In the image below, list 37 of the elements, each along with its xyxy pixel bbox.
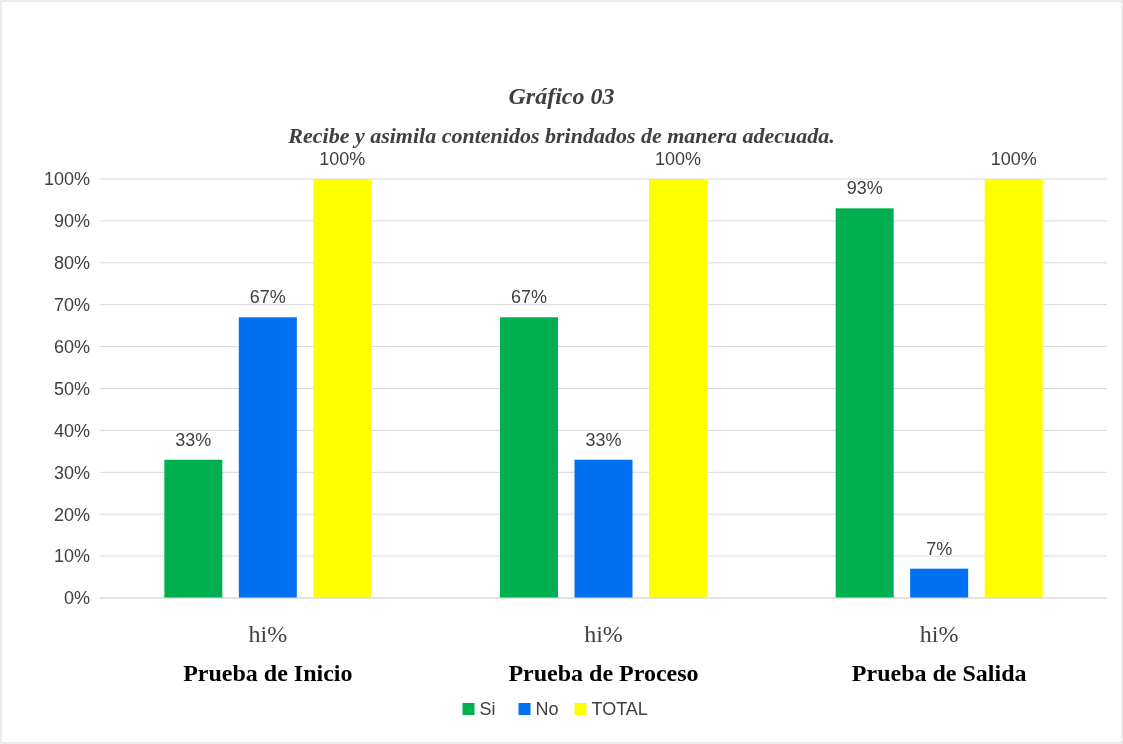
y-tick-label: 70%	[53, 295, 90, 315]
chart-title: Gráfico 03	[508, 83, 615, 109]
x-tick-label: hi% Prueba de Inicio	[183, 621, 353, 686]
text: 33%	[585, 429, 622, 450]
bar	[984, 179, 1043, 598]
y-tick-label: 0%	[63, 588, 90, 609]
y-tick-label: 50%	[53, 378, 90, 399]
y-tick-label: 100%	[43, 169, 90, 190]
text: 100%	[990, 149, 1037, 169]
text: 33%	[175, 429, 212, 450]
bar	[500, 317, 558, 598]
bar	[574, 459, 633, 598]
text: 100%	[319, 149, 366, 169]
y-tick-label: 40%	[53, 420, 90, 441]
text: 93%	[846, 178, 883, 199]
y-tick-label: 30%	[53, 462, 90, 483]
x-tick-label: hi% Prueba de Salida	[851, 621, 1027, 686]
text: 7%	[926, 538, 953, 559]
text: 67%	[510, 287, 548, 308]
text: 100%	[654, 149, 702, 169]
legend-label: No	[535, 699, 559, 719]
x-tick-label: hi% Prueba de Proceso	[508, 621, 699, 686]
y-tick-label: 20%	[53, 504, 90, 525]
y-tick-label: 80%	[53, 253, 90, 274]
legend-label: TOTAL	[591, 699, 648, 719]
chart-subtitle: Recibe y asimila contenidos brindados de manera adecuada.	[287, 123, 835, 148]
text: 67%	[249, 287, 286, 308]
y-tick-label: 90%	[53, 211, 90, 232]
bar	[835, 208, 894, 598]
bar	[238, 317, 297, 598]
y-tick-label: 10%	[53, 546, 90, 567]
y-tick-label: 60%	[53, 336, 90, 357]
bar	[164, 459, 223, 598]
bar	[313, 179, 372, 598]
bar	[910, 568, 969, 598]
bar	[649, 179, 707, 598]
legend-label: Si	[479, 699, 496, 719]
